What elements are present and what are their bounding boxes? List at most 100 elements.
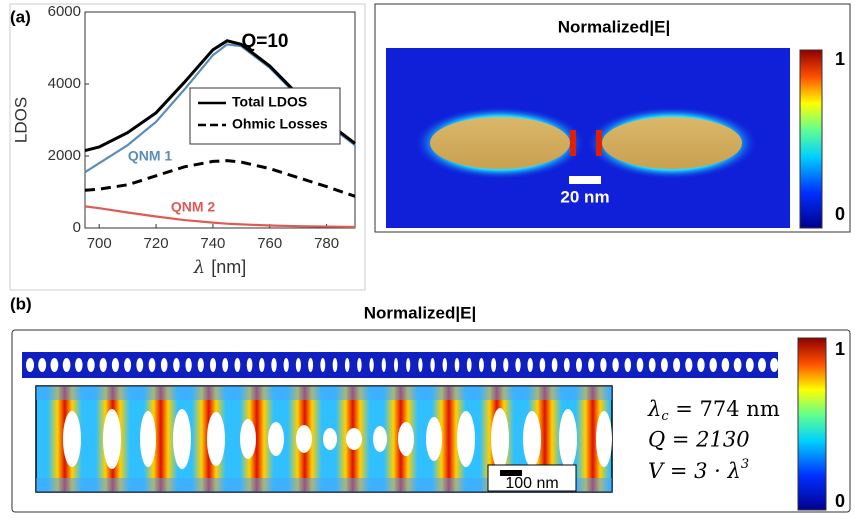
hole — [398, 422, 414, 456]
hole — [271, 358, 277, 372]
hole — [673, 358, 681, 372]
zoom-edge — [36, 478, 612, 492]
y-tick-label: 2000 — [48, 147, 81, 164]
hole — [770, 358, 779, 372]
field-title: Normalized|E| — [364, 303, 476, 322]
hole — [745, 358, 754, 372]
hole — [197, 358, 204, 372]
colorbar — [799, 49, 823, 229]
annotation: Q=10 — [241, 31, 288, 52]
hole — [612, 358, 619, 372]
hole — [357, 358, 362, 372]
hole — [222, 358, 229, 372]
zoom-edge — [36, 386, 612, 400]
hole — [332, 358, 338, 372]
hole — [596, 411, 612, 467]
y-tick-label: 4000 — [48, 75, 81, 92]
hole — [136, 358, 144, 372]
hole — [551, 358, 558, 372]
hole — [140, 411, 156, 467]
curve-label: QNM 1 — [128, 148, 173, 164]
hole — [418, 358, 423, 372]
y-tick-label: 0 — [73, 219, 81, 236]
nanoparticle — [602, 117, 742, 169]
x-tick-label: 760 — [257, 235, 282, 252]
y-tick-label: 6000 — [48, 3, 81, 20]
hole — [283, 358, 289, 372]
hole — [87, 358, 95, 372]
hole — [563, 358, 570, 372]
hole — [99, 358, 107, 372]
curve-label: QNM 2 — [171, 199, 216, 215]
hotspot — [596, 130, 602, 156]
hole — [259, 358, 265, 372]
scale-bar-label: 20 nm — [560, 187, 609, 206]
colorbar-label: 1 — [835, 339, 845, 359]
hole — [454, 358, 460, 372]
scale-bar — [569, 176, 601, 184]
series-line — [84, 205, 356, 229]
hole — [588, 358, 595, 372]
hole — [466, 358, 472, 372]
hole — [381, 358, 386, 372]
hole — [457, 411, 475, 467]
hole — [527, 358, 533, 372]
hole — [62, 358, 71, 372]
hole — [344, 358, 350, 372]
hole — [559, 409, 577, 469]
panel-label: (b) — [10, 294, 32, 313]
hole — [346, 428, 362, 450]
hole — [148, 358, 156, 372]
hole — [124, 358, 132, 372]
panel-label: (a) — [10, 7, 31, 26]
hole — [624, 358, 632, 372]
hole — [430, 358, 435, 372]
x-label-symbol: λ — [193, 257, 205, 278]
hole — [576, 358, 582, 372]
hole — [393, 358, 399, 372]
hole — [268, 422, 284, 456]
x-tick-label: 780 — [314, 235, 339, 252]
hole — [660, 358, 668, 372]
legend-label: Ohmic Losses — [232, 116, 328, 132]
hole — [491, 358, 497, 372]
hotspot — [570, 130, 576, 156]
hole — [103, 409, 121, 469]
hole — [308, 358, 314, 372]
colorbar-label: 0 — [835, 491, 845, 511]
hole — [709, 358, 717, 372]
hole — [733, 358, 742, 372]
x-label-unit: [nm] — [211, 257, 246, 277]
series-line — [84, 159, 356, 198]
nanoparticle — [430, 117, 570, 169]
hole — [369, 358, 374, 372]
hole — [63, 411, 81, 467]
hole — [50, 358, 59, 372]
hole — [207, 412, 225, 466]
x-tick-label: 720 — [144, 235, 169, 252]
hole — [406, 358, 411, 372]
equation: λc = 774 nm — [647, 397, 780, 424]
y-axis-label: LDOS — [11, 97, 30, 143]
hole — [320, 358, 326, 372]
colorbar — [797, 337, 827, 511]
hole — [721, 358, 730, 372]
colorbar-label: 1 — [835, 49, 845, 69]
hole — [442, 358, 448, 372]
hole — [515, 358, 521, 372]
field-title: Normalized|E| — [558, 17, 670, 36]
hole — [539, 358, 546, 372]
hole — [75, 358, 83, 372]
hole — [295, 358, 301, 372]
hole — [25, 358, 35, 372]
scale-bar-label: 100 nm — [505, 475, 558, 492]
hole — [478, 358, 484, 372]
legend-box — [189, 87, 341, 145]
legend-label: Total LDOS — [232, 94, 307, 110]
colorbar-label: 0 — [835, 204, 845, 224]
hole — [173, 358, 180, 372]
hole — [111, 358, 119, 372]
x-tick-label: 700 — [87, 235, 112, 252]
hole — [240, 419, 256, 459]
